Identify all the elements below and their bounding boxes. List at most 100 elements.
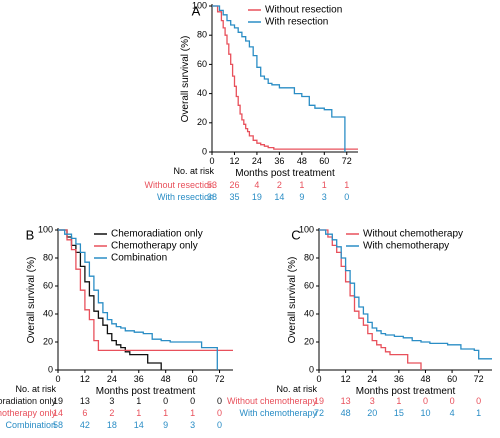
legend-label: Combination (111, 253, 167, 264)
risk-count: 13 (341, 396, 351, 406)
risk-count: 42 (80, 420, 90, 430)
y-tick-label: 80 (304, 252, 314, 262)
risk-count: 0 (423, 396, 428, 406)
y-tick-label: 40 (304, 308, 314, 318)
risk-count: 14 (134, 420, 144, 430)
risk-count: 6 (82, 408, 87, 418)
x-tick-label: 24 (252, 156, 262, 166)
survival-curve-1 (319, 229, 422, 370)
risk-row-label: With chemotherapy (239, 408, 317, 418)
risk-table-title: No. at risk (15, 384, 56, 394)
y-tick-label: 80 (43, 252, 53, 262)
y-axis-label: Overall survival (%) (26, 257, 37, 344)
survival-curve-2 (319, 229, 492, 360)
x-tick-label: 12 (80, 374, 90, 384)
risk-count: 35 (229, 192, 239, 202)
risk-count: 1 (396, 396, 401, 406)
risk-count: 0 (217, 408, 222, 418)
risk-count: 1 (136, 408, 141, 418)
x-tick-label: 0 (55, 374, 60, 384)
risk-table-title: No. at risk (276, 384, 317, 394)
risk-count: 53 (207, 180, 217, 190)
risk-count: 2 (277, 180, 282, 190)
risk-count: 19 (252, 192, 262, 202)
y-tick-label: 0 (48, 364, 53, 374)
risk-row-label: Chemotherapy only (0, 408, 56, 418)
y-axis-label: Overall survival (%) (180, 36, 191, 123)
risk-count: 3 (322, 192, 327, 202)
legend-label: With chemotherapy (363, 241, 449, 252)
y-tick-label: 100 (38, 224, 53, 234)
panel-label: B (26, 227, 35, 242)
risk-row-label: With resection (157, 192, 214, 202)
y-tick-label: 40 (43, 308, 53, 318)
risk-count: 58 (53, 420, 63, 430)
risk-count: 3 (190, 420, 195, 430)
risk-count: 3 (370, 396, 375, 406)
x-tick-label: 72 (215, 374, 225, 384)
y-tick-label: 0 (202, 146, 207, 156)
y-tick-label: 100 (192, 0, 207, 10)
survival-curve-1 (212, 5, 358, 150)
legend-label: Chemoradiation only (111, 229, 203, 240)
risk-count: 10 (420, 408, 430, 418)
x-tick-label: 72 (474, 374, 484, 384)
risk-count: 14 (274, 192, 284, 202)
risk-count: 0 (163, 396, 168, 406)
x-tick-label: 48 (297, 156, 307, 166)
y-tick-label: 20 (197, 117, 207, 127)
risk-count: 1 (190, 408, 195, 418)
x-axis-label: Months post treatment (235, 168, 335, 179)
y-tick-label: 100 (299, 224, 314, 234)
x-axis-label: Months post treatment (356, 386, 456, 397)
x-tick-label: 60 (319, 156, 329, 166)
risk-count: 18 (107, 420, 117, 430)
risk-count: 4 (450, 408, 455, 418)
y-axis-label: Overall survival (%) (287, 257, 298, 344)
y-tick-label: 80 (197, 30, 207, 40)
survival-curve-2 (212, 5, 346, 152)
risk-count: 0 (217, 420, 222, 430)
risk-count: 13 (80, 396, 90, 406)
y-tick-label: 60 (304, 280, 314, 290)
survival-curve-2 (58, 229, 233, 352)
x-tick-label: 24 (107, 374, 117, 384)
y-tick-label: 60 (197, 59, 207, 69)
risk-count: 0 (476, 396, 481, 406)
x-tick-label: 72 (342, 156, 352, 166)
x-tick-label: 12 (229, 156, 239, 166)
x-tick-label: 60 (188, 374, 198, 384)
risk-count: 0 (344, 192, 349, 202)
risk-count: 19 (314, 396, 324, 406)
risk-count: 15 (394, 408, 404, 418)
risk-count: 48 (341, 408, 351, 418)
risk-row-label: Without resection (144, 180, 214, 190)
x-tick-label: 36 (274, 156, 284, 166)
risk-count: 0 (190, 396, 195, 406)
x-tick-label: 48 (420, 374, 430, 384)
risk-count: 1 (136, 396, 141, 406)
risk-count: 1 (322, 180, 327, 190)
panel-label: A (192, 3, 201, 18)
risk-count: 72 (314, 408, 324, 418)
risk-count: 1 (299, 180, 304, 190)
risk-count: 20 (367, 408, 377, 418)
legend-label: Without resection (265, 5, 342, 16)
x-tick-label: 0 (316, 374, 321, 384)
y-tick-label: 0 (309, 364, 314, 374)
risk-count: 4 (254, 180, 259, 190)
risk-count: 38 (207, 192, 217, 202)
x-tick-label: 48 (161, 374, 171, 384)
risk-count: 1 (344, 180, 349, 190)
risk-count: 0 (217, 396, 222, 406)
risk-row-label: Chemoradiation only (0, 396, 57, 406)
x-tick-label: 36 (394, 374, 404, 384)
risk-count: 9 (163, 420, 168, 430)
risk-count: 2 (109, 408, 114, 418)
legend-label: Chemotherapy only (111, 241, 198, 252)
y-tick-label: 20 (43, 336, 53, 346)
x-tick-label: 12 (341, 374, 351, 384)
